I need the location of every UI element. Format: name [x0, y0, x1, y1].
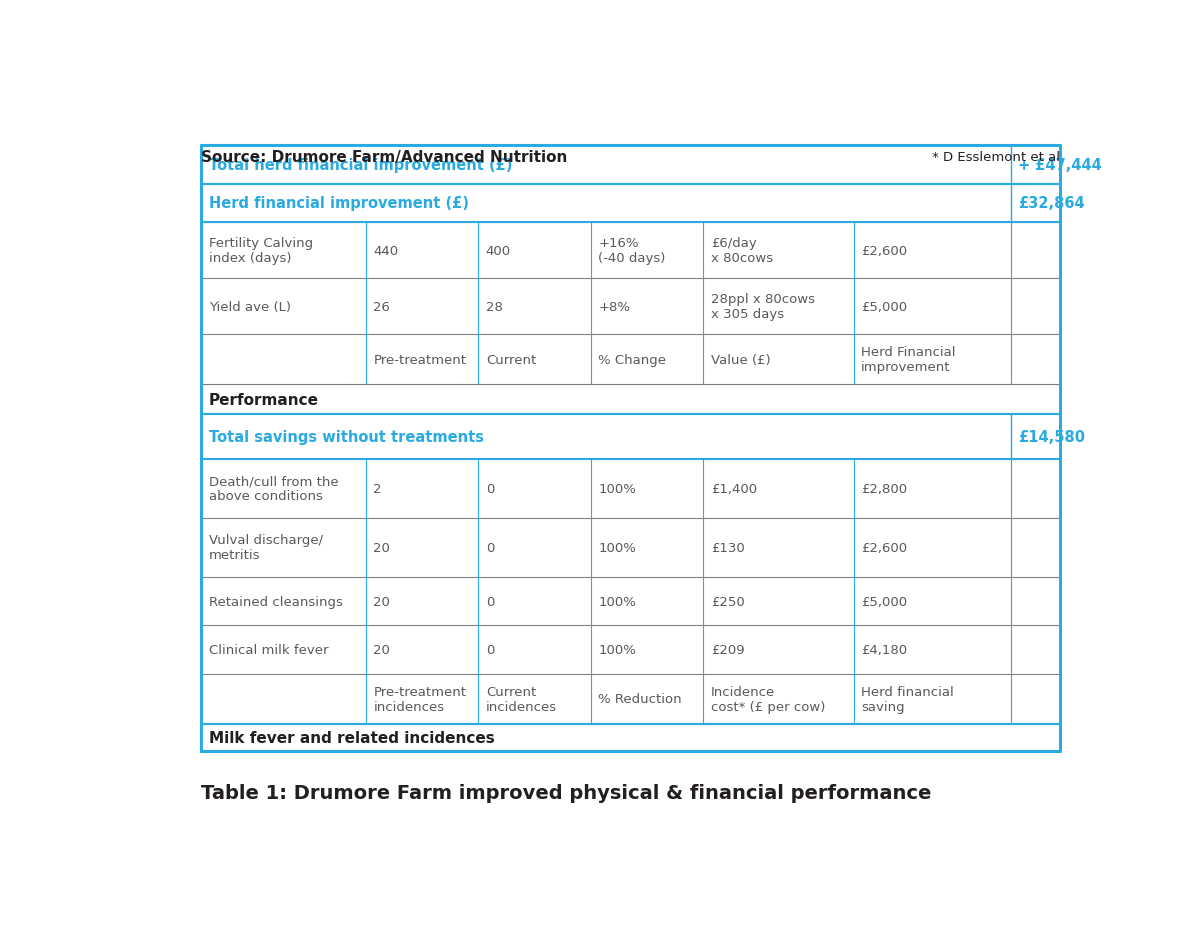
Text: +8%: +8% [599, 300, 630, 313]
Text: £6/day
x 80cows: £6/day x 80cows [710, 237, 773, 265]
Text: Clinical milk fever: Clinical milk fever [209, 644, 328, 657]
Text: 0: 0 [486, 541, 494, 554]
Text: Total herd financial improvement (£): Total herd financial improvement (£) [209, 158, 512, 173]
Text: Value (£): Value (£) [710, 353, 770, 366]
Text: Source: Drumore Farm/Advanced Nutrition: Source: Drumore Farm/Advanced Nutrition [202, 149, 568, 164]
Text: £250: £250 [710, 595, 744, 608]
Text: Death/cull from the
above conditions: Death/cull from the above conditions [209, 475, 338, 503]
Text: £4,180: £4,180 [860, 644, 907, 657]
Text: Pre-treatment: Pre-treatment [373, 353, 467, 366]
Text: Herd Financial
improvement: Herd Financial improvement [860, 346, 955, 374]
Text: Performance: Performance [209, 392, 318, 407]
Text: % Change: % Change [599, 353, 666, 366]
Text: Herd financial improvement (£): Herd financial improvement (£) [209, 196, 468, 211]
Text: £1,400: £1,400 [710, 482, 757, 496]
Text: Milk fever and related incidences: Milk fever and related incidences [209, 730, 494, 745]
Text: * D Esslemont et al: * D Esslemont et al [931, 150, 1060, 163]
Text: 100%: 100% [599, 482, 636, 496]
Text: 100%: 100% [599, 644, 636, 657]
Text: Pre-treatment
incidences: Pre-treatment incidences [373, 685, 467, 713]
Text: Table 1: Drumore Farm improved physical & financial performance: Table 1: Drumore Farm improved physical … [202, 784, 931, 802]
Text: 100%: 100% [599, 595, 636, 608]
Text: £209: £209 [710, 644, 744, 657]
Text: £130: £130 [710, 541, 744, 554]
Text: 0: 0 [486, 482, 494, 496]
Text: £14,580: £14,580 [1018, 430, 1085, 445]
Text: £5,000: £5,000 [860, 300, 907, 313]
Text: 20: 20 [373, 541, 390, 554]
Text: Vulval discharge/
metritis: Vulval discharge/ metritis [209, 533, 323, 562]
Bar [202, 724, 1060, 751]
Text: 20: 20 [373, 644, 390, 657]
Text: + £47,444: + £47,444 [1018, 158, 1102, 173]
Text: 0: 0 [486, 595, 494, 608]
Text: £2,600: £2,600 [860, 541, 907, 554]
Bar [202, 146, 1060, 751]
Text: 400: 400 [486, 244, 511, 258]
Text: 0: 0 [486, 644, 494, 657]
Text: £32,864: £32,864 [1018, 196, 1085, 211]
Text: 2: 2 [373, 482, 382, 496]
Text: Yield ave (L): Yield ave (L) [209, 300, 290, 313]
Text: £5,000: £5,000 [860, 595, 907, 608]
Text: +16%
(-40 days): +16% (-40 days) [599, 237, 666, 265]
Text: Fertility Calving
index (days): Fertility Calving index (days) [209, 237, 313, 265]
Text: £2,800: £2,800 [860, 482, 907, 496]
Text: 20: 20 [373, 595, 390, 608]
Text: Incidence
cost* (£ per cow): Incidence cost* (£ per cow) [710, 685, 826, 713]
Text: 440: 440 [373, 244, 398, 258]
Text: Total savings without treatments: Total savings without treatments [209, 430, 484, 445]
Text: Current
incidences: Current incidences [486, 685, 557, 713]
Text: 28ppl x 80cows
x 305 days: 28ppl x 80cows x 305 days [710, 293, 815, 321]
Text: Current: Current [486, 353, 536, 366]
Text: 100%: 100% [599, 541, 636, 554]
Text: Retained cleansings: Retained cleansings [209, 595, 342, 608]
Text: Herd financial
saving: Herd financial saving [860, 685, 954, 713]
Text: 28: 28 [486, 300, 503, 313]
Text: 26: 26 [373, 300, 390, 313]
Text: % Reduction: % Reduction [599, 693, 682, 705]
Text: £2,600: £2,600 [860, 244, 907, 258]
